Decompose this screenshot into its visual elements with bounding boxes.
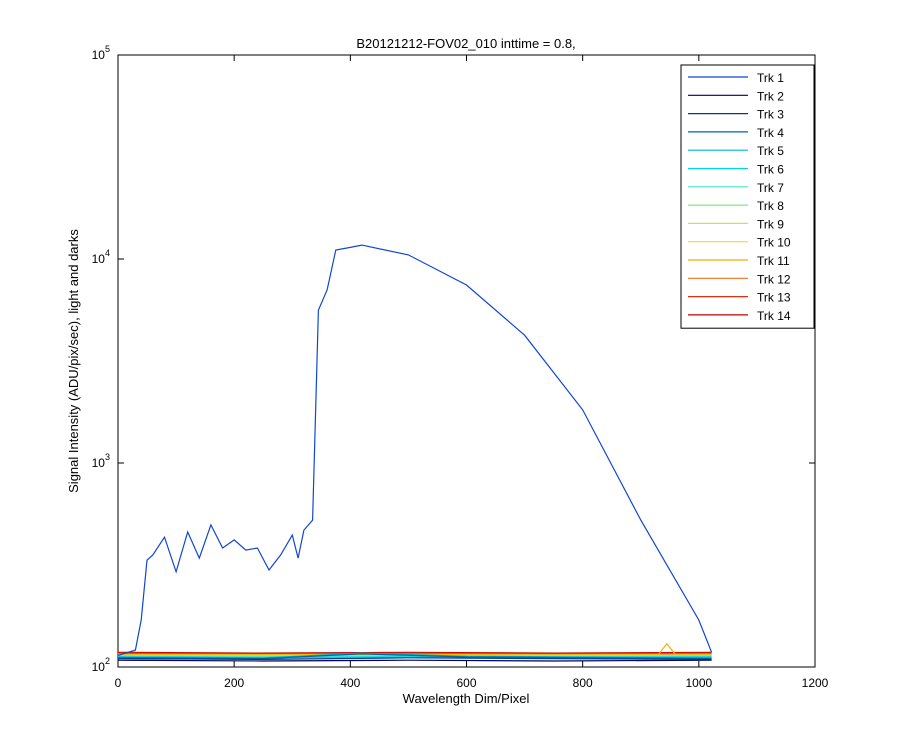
series-line <box>117 657 712 661</box>
series-line <box>117 652 712 659</box>
chart-title: B20121212-FOV02_010 inttime = 0.8, <box>356 36 575 51</box>
legend-label: Trk 10 <box>757 236 791 250</box>
legend-label: Trk 4 <box>757 126 784 140</box>
legend-label: Trk 11 <box>757 254 790 268</box>
legend-label: Trk 14 <box>757 309 791 323</box>
series-line <box>117 653 712 660</box>
series-line <box>117 651 712 654</box>
x-tick-label: 0 <box>115 676 122 690</box>
series-line <box>117 659 712 662</box>
y-tick-label: 103 <box>92 452 110 470</box>
series-line <box>117 244 713 656</box>
legend-label: Trk 13 <box>757 291 791 305</box>
legend-label: Trk 9 <box>757 217 784 231</box>
series-line <box>117 652 712 655</box>
y-axis-label: Signal Intensity (ADU/pix/sec), light an… <box>66 229 81 493</box>
plot <box>117 244 713 662</box>
x-tick-label: 800 <box>573 676 593 690</box>
legend-label: Trk 7 <box>757 181 784 195</box>
legend-label: Trk 12 <box>757 272 791 286</box>
y-tick-label: 105 <box>92 44 110 62</box>
y-tick-label: 104 <box>92 248 110 266</box>
legend-label: Trk 2 <box>757 89 784 103</box>
x-axis-label: Wavelength Dim/Pixel <box>403 691 530 706</box>
x-tick-label: 200 <box>224 676 244 690</box>
legend-box <box>680 64 815 329</box>
legend-label: Trk 3 <box>757 108 784 122</box>
x-tick-label: 1200 <box>802 676 829 690</box>
x-tick-label: 1000 <box>685 676 712 690</box>
y-tick-label: 102 <box>92 656 110 674</box>
legend-label: Trk 1 <box>757 71 784 85</box>
series-line <box>118 642 712 656</box>
x-tick-label: 400 <box>340 676 360 690</box>
x-tick-label: 600 <box>456 676 476 690</box>
legend-label: Trk 6 <box>757 163 784 177</box>
legend-label: Trk 5 <box>757 144 784 158</box>
legend-label: Trk 8 <box>757 199 784 213</box>
